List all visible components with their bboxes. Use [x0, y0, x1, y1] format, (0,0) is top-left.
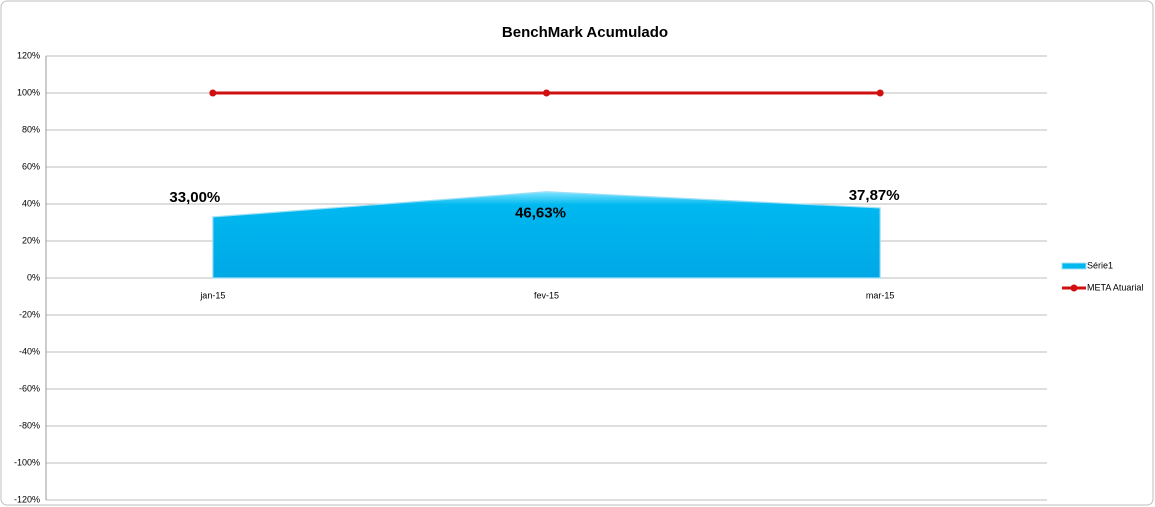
data-label: 37,87%	[849, 187, 900, 204]
y-tick-label: 100%	[17, 87, 40, 97]
y-tick-label: -100%	[14, 457, 40, 467]
y-tick-label: 20%	[22, 235, 40, 245]
x-tick-label: jan-15	[199, 290, 225, 300]
y-tick-label: 80%	[22, 124, 40, 134]
y-tick-label: -80%	[19, 420, 40, 430]
data-label: 46,63%	[515, 205, 566, 222]
y-tick-label: -120%	[14, 494, 40, 504]
y-tick-label: -60%	[19, 383, 40, 393]
y-tick-label: -20%	[19, 309, 40, 319]
x-tick-label: mar-15	[866, 290, 895, 300]
legend-swatch	[1070, 284, 1078, 292]
y-tick-label: 0%	[27, 272, 40, 282]
y-tick-label: -40%	[19, 346, 40, 356]
x-tick-label: fev-15	[534, 290, 559, 300]
y-tick-label: 60%	[22, 161, 40, 171]
line-marker	[876, 89, 884, 97]
legend-label: META Atuarial	[1087, 282, 1143, 292]
chart-title: BenchMark Acumulado	[502, 24, 668, 41]
area	[212, 191, 881, 279]
y-tick-label: 120%	[17, 50, 40, 60]
legend-swatch	[1061, 262, 1087, 270]
y-tick-label: 40%	[22, 198, 40, 208]
line-marker	[209, 89, 217, 97]
data-label: 33,00%	[169, 189, 220, 206]
legend-label: Série1	[1087, 260, 1113, 270]
line-marker	[543, 89, 550, 97]
